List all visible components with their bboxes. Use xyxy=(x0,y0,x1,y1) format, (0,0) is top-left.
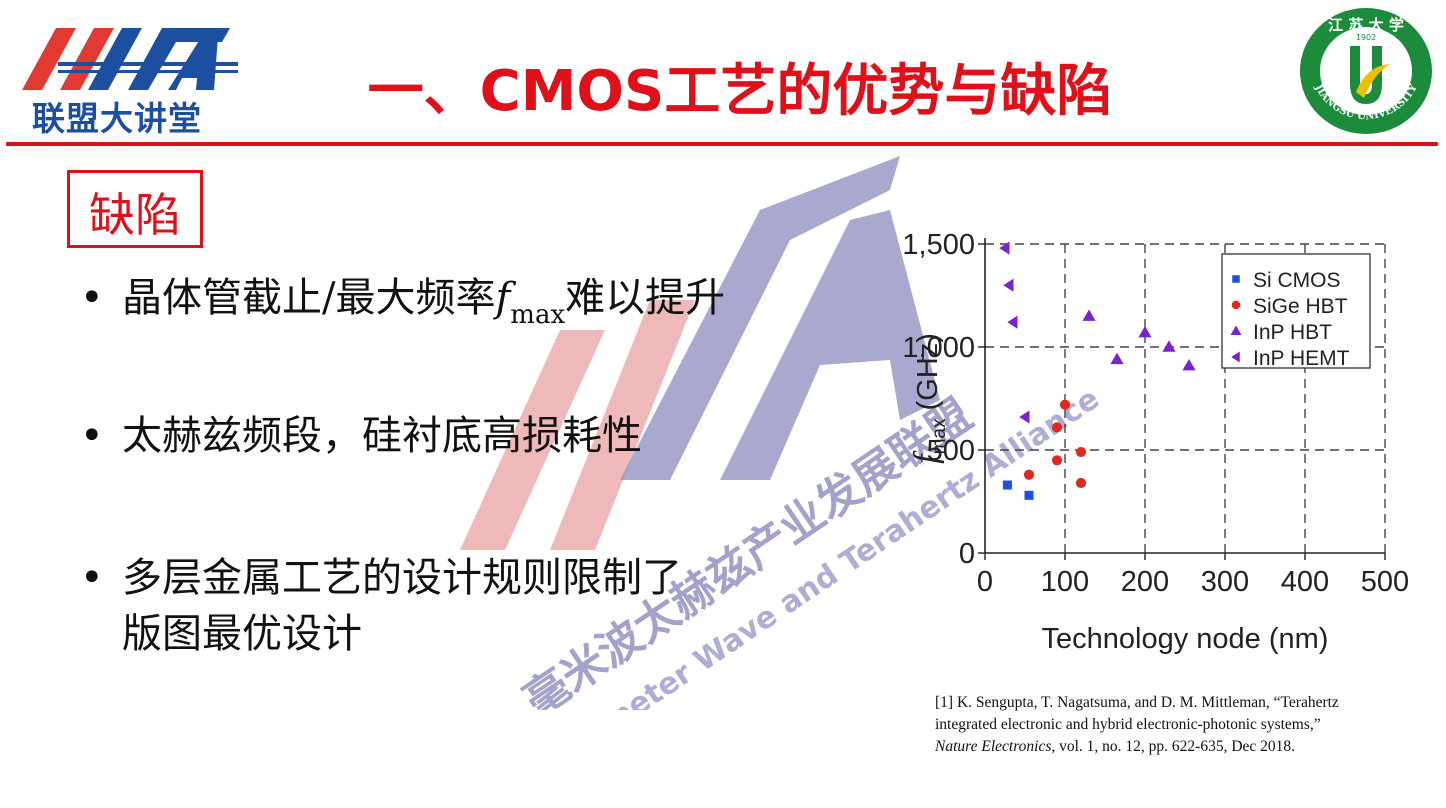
point-sige-hbt xyxy=(1051,422,1063,433)
point-si-cmos xyxy=(1002,480,1012,490)
point-inp-hbt xyxy=(1162,340,1176,352)
x-tick-label: 0 xyxy=(977,566,993,598)
x-tick-label: 500 xyxy=(1361,566,1409,598)
bullet-1-text-after: 难以提升 xyxy=(565,275,726,321)
y-tick-label: 1,500 xyxy=(902,229,975,261)
point-inp-hbt xyxy=(1138,325,1152,338)
point-inp-hemt xyxy=(1007,315,1018,329)
legend-label-sige-hbt: SiGe HBT xyxy=(1253,295,1348,318)
fmax-vs-node-chart: 0 100 200 300 400 500 0 500 1,000 1,500 Technology… xyxy=(902,229,1409,655)
fmax-subscript: max xyxy=(510,300,566,330)
x-tick-label: 100 xyxy=(1041,566,1089,598)
legend-label-inp-hemt: InP HEMT xyxy=(1253,347,1350,370)
point-inp-hbt xyxy=(1110,352,1124,365)
legend-marker-si-cmos xyxy=(1232,275,1240,283)
section-label-box: 缺陷 xyxy=(67,170,203,248)
legend-box xyxy=(1221,253,1371,369)
legend-marker-sige-hbt xyxy=(1231,300,1241,310)
point-sige-hbt xyxy=(1075,477,1087,489)
bullet-1-text-before: 晶体管截止/最大频率 xyxy=(122,275,496,321)
legend-marker-inp-hbt xyxy=(1230,325,1242,335)
bullet-dot: • xyxy=(80,413,104,459)
point-inp-hemt xyxy=(1003,278,1014,292)
ntta-logo-icon xyxy=(22,28,238,90)
x-tick-label: 400 xyxy=(1281,566,1329,598)
y-tick-label: 1,000 xyxy=(902,332,975,364)
legend-label-si-cmos: Si CMOS xyxy=(1253,269,1341,292)
section-label: 缺陷 xyxy=(89,188,181,242)
point-inp-hemt xyxy=(1019,410,1030,424)
page-title: 一、CMOS工艺的优势与缺陷 xyxy=(367,59,1113,124)
bullet-3-line-2: 版图最优设计 xyxy=(122,611,362,657)
point-si-cmos xyxy=(1024,490,1034,500)
point-inp-hbt xyxy=(1082,309,1096,321)
x-tick-label: 200 xyxy=(1121,566,1169,598)
header-divider xyxy=(6,142,1438,146)
seal-top-text: 江 苏 大 学 xyxy=(1328,16,1404,34)
legend-marker-inp-hemt xyxy=(1231,351,1240,363)
seal-year: 1902 xyxy=(1356,33,1376,42)
logo-text: 联盟大讲堂 xyxy=(32,99,202,138)
reference-line-2: integrated electronic and hybrid electro… xyxy=(935,716,1321,733)
y-axis-label: fmax (GHz) xyxy=(908,333,950,464)
point-sige-hbt xyxy=(1023,469,1035,480)
point-inp-hbt xyxy=(1182,358,1196,371)
point-sige-hbt xyxy=(1059,399,1071,410)
point-inp-hemt xyxy=(999,241,1010,255)
point-sige-hbt xyxy=(1075,446,1087,458)
reference-journal: Nature Electronics xyxy=(935,738,1052,755)
y-tick-label: 0 xyxy=(959,538,975,570)
x-tick-label: 300 xyxy=(1201,566,1249,598)
bullet-dot: • xyxy=(80,275,104,321)
point-sige-hbt xyxy=(1051,455,1063,466)
reference-line-1: [1] K. Sengupta, T. Nagatsuma, and D. M.… xyxy=(935,694,1339,711)
legend-label-inp-hbt: InP HBT xyxy=(1253,321,1332,344)
bullet-dot: • xyxy=(80,555,104,601)
x-axis-label: Technology node (nm) xyxy=(1042,623,1329,655)
y-tick-label: 500 xyxy=(927,435,975,467)
fmax-symbol: f xyxy=(495,275,511,321)
jiangsu-university-seal-icon: 江 苏 大 学 1902 JIANGSU UNIVERSITY xyxy=(1300,8,1432,134)
bullet-3-line-1: 多层金属工艺的设计规则限制了 xyxy=(122,555,682,601)
reference-line-3: , vol. 1, no. 12, pp. 622-635, Dec 2018. xyxy=(1051,738,1296,755)
bullet-2-text: 太赫兹频段，硅衬底高损耗性 xyxy=(122,413,642,459)
reference-citation: [1] K. Sengupta, T. Nagatsuma, and D. M.… xyxy=(935,692,1435,758)
